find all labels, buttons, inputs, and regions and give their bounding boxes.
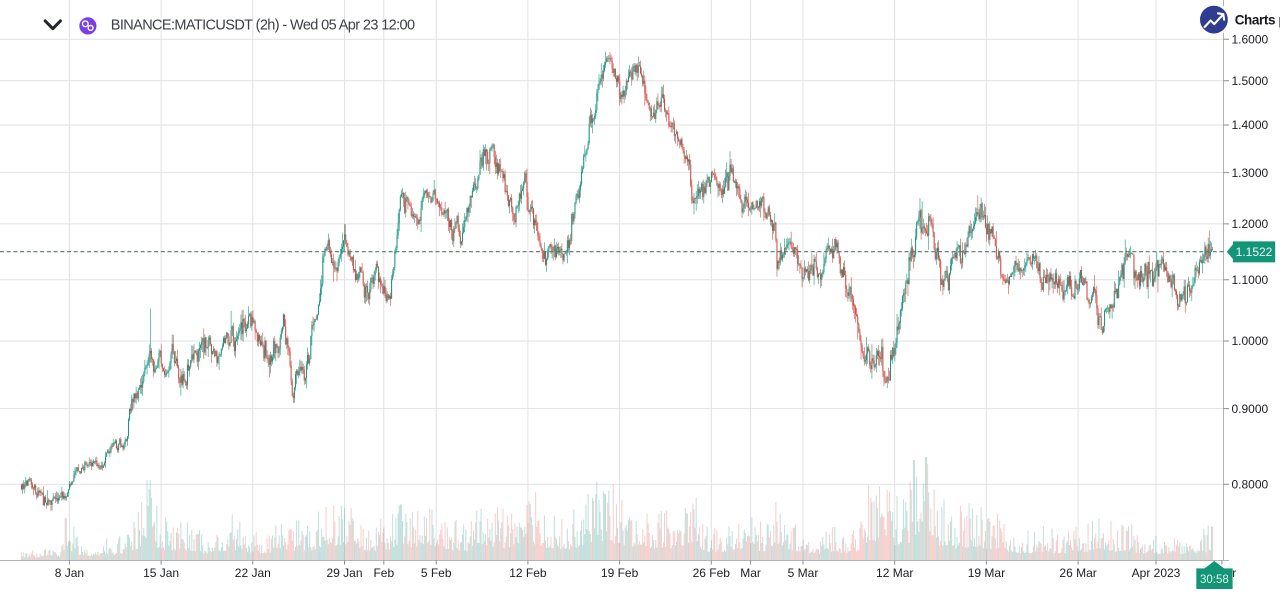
svg-text:1.0000: 1.0000 [1232,334,1269,348]
svg-text:12 Feb: 12 Feb [509,566,547,580]
svg-text:1.1522: 1.1522 [1236,245,1273,259]
svg-text:15 Jan: 15 Jan [143,566,179,580]
svg-text:1.5000: 1.5000 [1232,74,1269,88]
svg-text:1.2000: 1.2000 [1232,217,1269,231]
svg-text:1.4000: 1.4000 [1232,118,1269,132]
svg-text:BINANCE:MATICUSDT (2h) - Wed 0: BINANCE:MATICUSDT (2h) - Wed 05 Apr 23 1… [111,18,415,34]
svg-text:19 Feb: 19 Feb [601,566,639,580]
svg-text:0.9000: 0.9000 [1232,402,1269,416]
svg-text:1.1000: 1.1000 [1232,273,1269,287]
svg-text:29 Jan: 29 Jan [326,566,362,580]
svg-text:26 Feb: 26 Feb [693,566,731,580]
svg-text:5 Mar: 5 Mar [788,566,819,580]
svg-text:5 Feb: 5 Feb [421,566,452,580]
svg-text:0.8000: 0.8000 [1232,478,1269,492]
svg-text:1.3000: 1.3000 [1232,166,1269,180]
svg-text:8 Jan: 8 Jan [55,566,84,580]
svg-text:Charts p: Charts p [1235,13,1280,28]
svg-text:Feb: Feb [373,566,394,580]
svg-text:Apr 2023: Apr 2023 [1132,566,1181,580]
svg-text:30:58: 30:58 [1200,574,1229,586]
svg-text:26 Mar: 26 Mar [1059,566,1096,580]
svg-text:Mar: Mar [740,566,761,580]
svg-text:12 Mar: 12 Mar [876,566,913,580]
svg-text:22 Jan: 22 Jan [235,566,271,580]
svg-text:r: r [1232,566,1236,580]
svg-text:19 Mar: 19 Mar [968,566,1005,580]
svg-text:1.6000: 1.6000 [1232,33,1269,47]
